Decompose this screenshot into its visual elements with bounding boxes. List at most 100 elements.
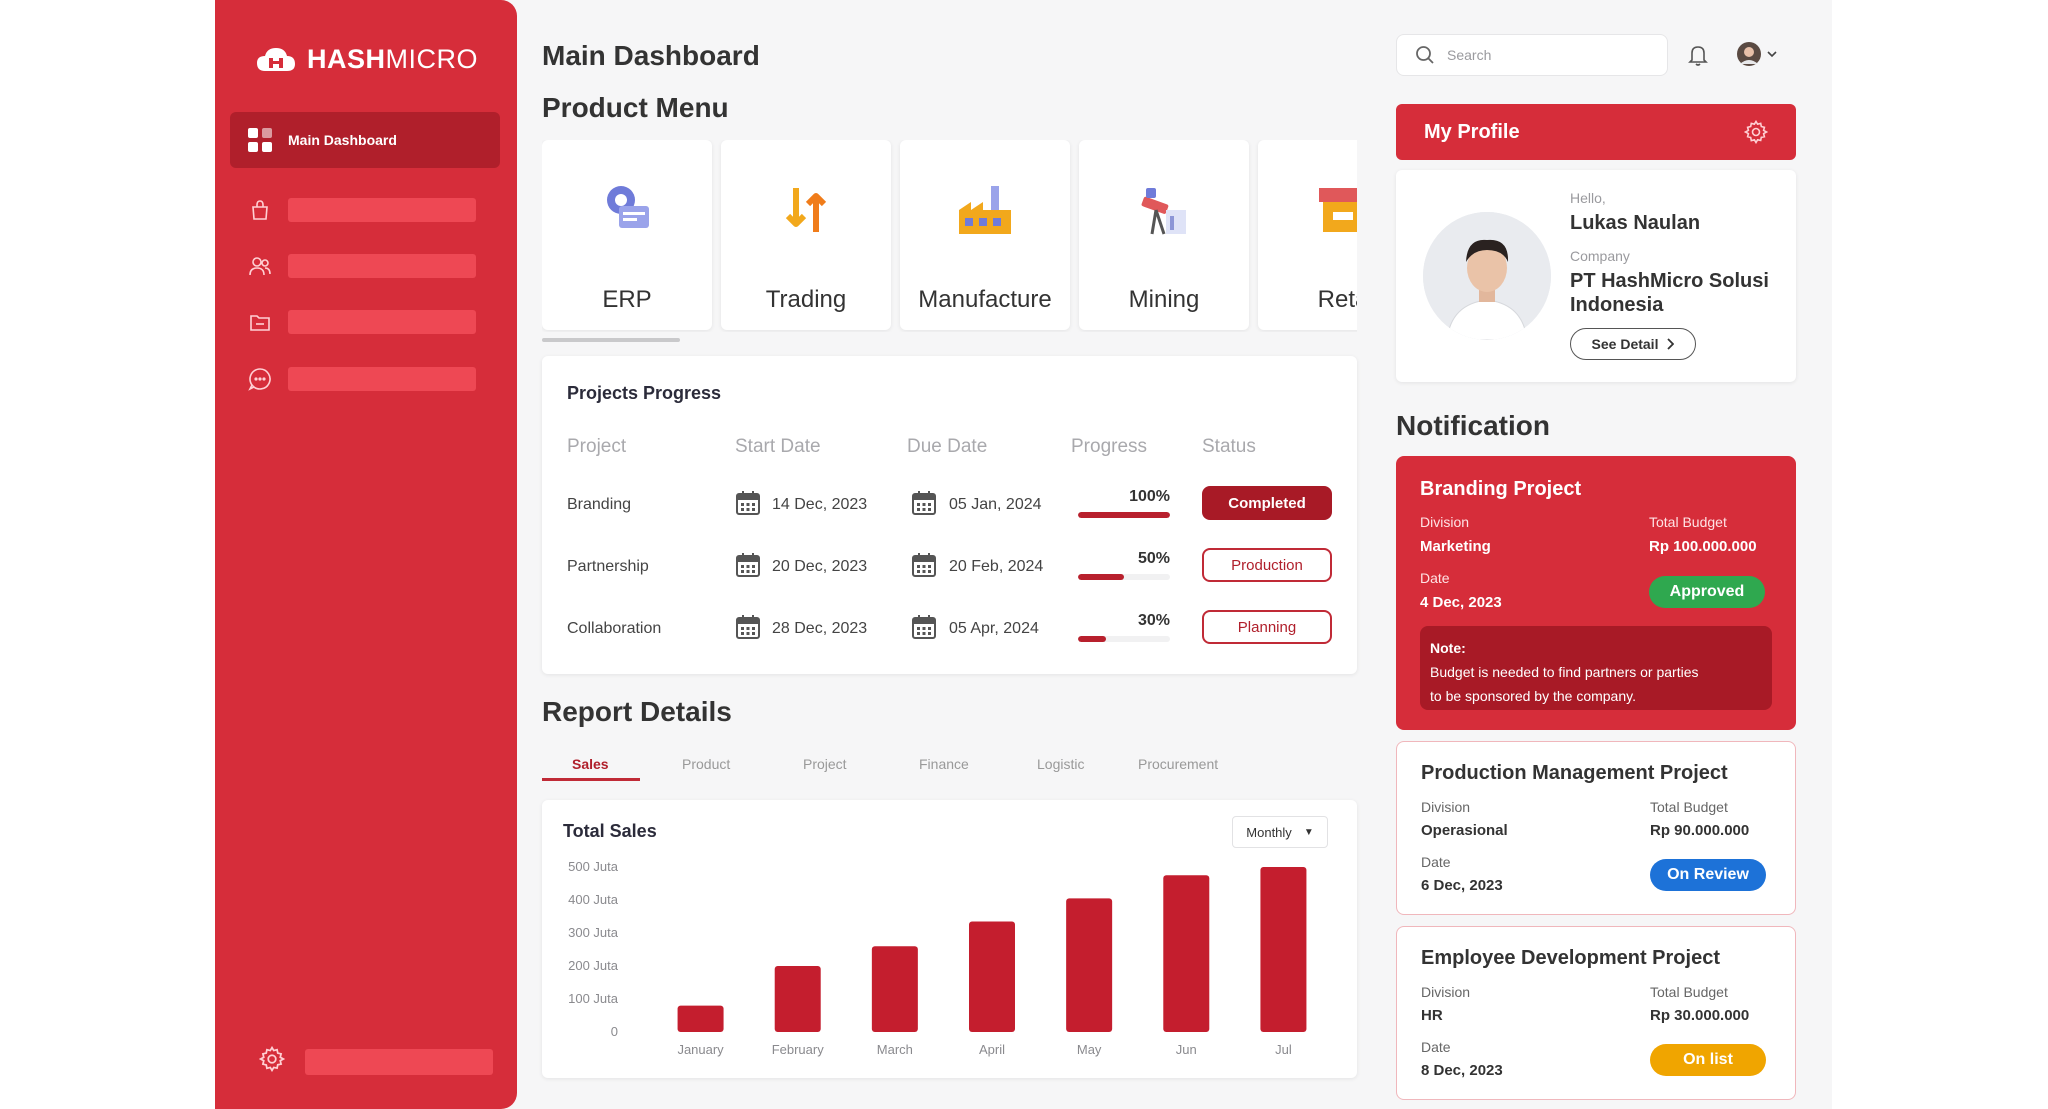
due-date: 05 Apr, 2024 xyxy=(949,620,1039,637)
tab-product[interactable]: Product xyxy=(682,756,731,772)
manufacture-icon xyxy=(959,186,1011,234)
status-badge: On Review xyxy=(1650,859,1766,891)
tab-sales[interactable]: Sales xyxy=(572,756,609,772)
progress-percent: 50% xyxy=(1137,550,1170,567)
tab-project[interactable]: Project xyxy=(803,756,847,772)
notification-card-title: Production Management Project xyxy=(1421,762,1728,784)
notification-card-employee[interactable]: Employee Development Project Division HR… xyxy=(1396,926,1796,1100)
start-date: 20 Dec, 2023 xyxy=(772,558,868,575)
product-card-label: Manufacture xyxy=(918,286,1052,313)
product-card-retail[interactable]: Reta xyxy=(1258,140,1357,330)
product-menu-scrollbar[interactable] xyxy=(542,338,680,342)
sidebar-placeholder-bar xyxy=(288,367,476,391)
bar-jul[interactable] xyxy=(1260,867,1307,1032)
page-title: Main Dashboard xyxy=(542,40,760,71)
bar-jun[interactable] xyxy=(1163,875,1210,1032)
column-header-status: Status xyxy=(1202,436,1256,457)
brand-name-hash: HASH xyxy=(307,44,386,74)
y-tick-label: 400 Juta xyxy=(568,892,619,907)
tab-procurement[interactable]: Procurement xyxy=(1138,756,1219,772)
y-tick-label: 500 Juta xyxy=(568,859,619,874)
gear-icon[interactable] xyxy=(258,1045,286,1077)
note-line-1: Budget is needed to find partners or par… xyxy=(1430,664,1699,680)
sidebar-placeholder-bar xyxy=(288,310,476,334)
budget-label: Total Budget xyxy=(1650,799,1728,815)
product-card-manufacture[interactable]: Manufacture xyxy=(900,140,1070,330)
product-menu-carousel[interactable]: ERP Trading Manufacture Mining xyxy=(542,140,1357,332)
search-input[interactable] xyxy=(1447,47,1647,63)
y-tick-label: 300 Juta xyxy=(568,925,619,940)
sidebar-item-4[interactable] xyxy=(248,366,488,392)
period-dropdown-value: Monthly xyxy=(1246,824,1292,840)
product-card-label: ERP xyxy=(602,286,652,313)
due-date: 20 Feb, 2024 xyxy=(949,558,1044,575)
y-tick-label: 0 xyxy=(611,1024,618,1039)
sidebar-item-main-dashboard[interactable]: Main Dashboard xyxy=(230,112,500,168)
column-header-progress: Progress xyxy=(1071,436,1148,457)
sidebar-item-2[interactable] xyxy=(248,253,488,279)
project-name: Partnership xyxy=(567,558,649,575)
sidebar-item-1[interactable] xyxy=(248,197,488,223)
notification-card-branding[interactable]: Branding Project Division Marketing Tota… xyxy=(1396,456,1796,730)
budget-value: Rp 90.000.000 xyxy=(1650,822,1750,839)
progress-bar xyxy=(1078,574,1170,580)
profile-name: Lukas Naulan xyxy=(1570,212,1701,234)
date-value: 4 Dec, 2023 xyxy=(1420,594,1502,611)
total-sales-bar-chart: 500 Juta 400 Juta 300 Juta 200 Juta 100 Juta… xyxy=(568,859,1307,1057)
profile-company-line1: PT HashMicro Solusi xyxy=(1570,270,1769,292)
date-value: 8 Dec, 2023 xyxy=(1421,1062,1503,1079)
avatar xyxy=(1737,42,1761,66)
x-tick-label: Jun xyxy=(1176,1042,1197,1057)
period-dropdown[interactable]: Monthly ▼ xyxy=(1232,816,1328,848)
sidebar-placeholder-bar xyxy=(305,1048,493,1075)
product-menu-title: Product Menu xyxy=(542,92,729,123)
column-header-due-date: Due Date xyxy=(907,436,988,457)
progress-bar-fill xyxy=(1078,512,1170,518)
users-icon xyxy=(248,254,272,278)
bar-february[interactable] xyxy=(774,966,821,1032)
budget-value: Rp 100.000.000 xyxy=(1649,538,1757,555)
gear-icon[interactable] xyxy=(1744,120,1768,144)
project-name: Branding xyxy=(567,496,632,513)
calendar-icon xyxy=(735,490,761,516)
calendar-icon xyxy=(911,614,937,640)
status-badge: Approved xyxy=(1649,576,1765,608)
bar-march[interactable] xyxy=(871,946,918,1032)
budget-value: Rp 30.000.000 xyxy=(1650,1007,1750,1024)
calendar-icon xyxy=(735,614,761,640)
search-box[interactable] xyxy=(1396,34,1668,76)
x-tick-label: Jul xyxy=(1275,1042,1292,1057)
see-detail-button[interactable]: See Detail xyxy=(1570,328,1696,360)
bar-april[interactable] xyxy=(969,921,1015,1032)
notification-card-title: Employee Development Project xyxy=(1421,947,1720,969)
x-tick-label: February xyxy=(772,1042,825,1057)
chevron-down-icon xyxy=(1767,51,1777,58)
sidebar-item-3[interactable] xyxy=(248,309,488,335)
x-tick-label: May xyxy=(1077,1042,1102,1057)
calendar-icon xyxy=(911,552,937,578)
notification-card-title: Branding Project xyxy=(1420,478,1582,500)
brand-logo[interactable]: HASHMICRO xyxy=(255,44,478,75)
column-header-project: Project xyxy=(567,436,627,457)
status-badge[interactable]: Completed xyxy=(1202,486,1332,520)
product-card-label: Trading xyxy=(765,286,847,313)
status-badge[interactable]: Planning xyxy=(1202,610,1332,644)
bar-may[interactable] xyxy=(1066,898,1113,1032)
bell-icon[interactable] xyxy=(1688,44,1708,66)
tab-finance[interactable]: Finance xyxy=(919,756,969,772)
product-card-mining[interactable]: Mining xyxy=(1079,140,1249,330)
sidebar-placeholder-bar xyxy=(288,254,476,278)
product-card-label: Mining xyxy=(1128,286,1200,313)
notification-card-production[interactable]: Production Management Project Division O… xyxy=(1396,741,1796,915)
user-menu[interactable] xyxy=(1737,42,1777,66)
bar-january[interactable] xyxy=(677,1005,724,1032)
profile-greeting: Hello, xyxy=(1570,190,1606,206)
profile-photo xyxy=(1423,212,1551,340)
sidebar-settings[interactable] xyxy=(258,1045,493,1077)
product-card-erp[interactable]: ERP xyxy=(542,140,712,330)
tab-logistic[interactable]: Logistic xyxy=(1037,756,1085,772)
product-card-trading[interactable]: Trading xyxy=(721,140,891,330)
caret-down-icon: ▼ xyxy=(1303,826,1314,838)
status-badge[interactable]: Production xyxy=(1202,548,1332,582)
shopping-bag-icon xyxy=(248,198,272,222)
